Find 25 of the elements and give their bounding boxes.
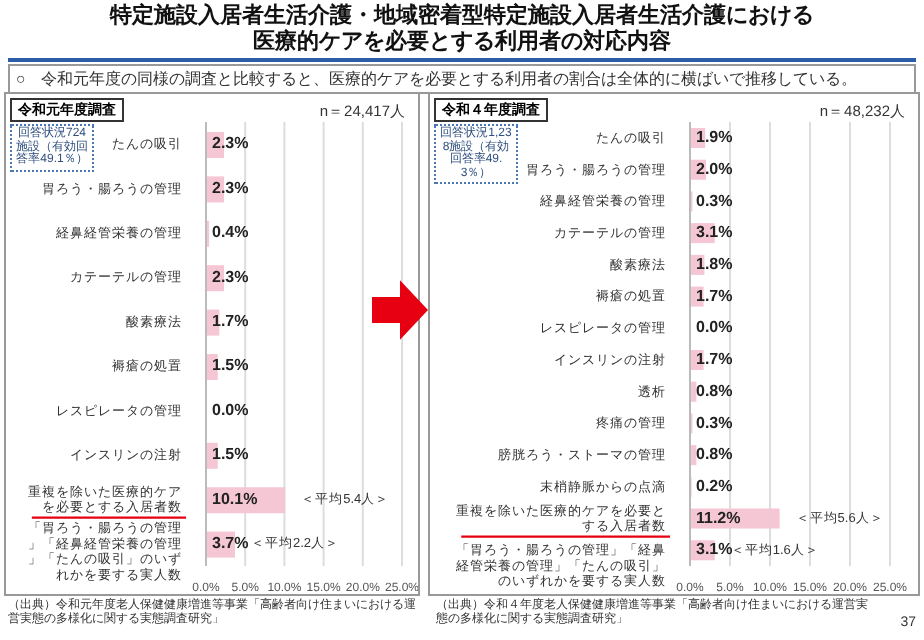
data-label: 3.1% [696, 223, 733, 242]
data-label: 0.0% [212, 400, 249, 419]
data-label: 0.4% [212, 223, 249, 242]
data-label: 0.2% [696, 476, 733, 495]
data-label: 2.3% [212, 134, 249, 153]
data-label: 0.3% [696, 191, 733, 210]
data-label: 11.2% [696, 508, 741, 527]
data-label: 1.7% [212, 312, 249, 331]
data-label: 10.1% [212, 489, 258, 508]
data-label: 2.3% [212, 178, 249, 197]
data-label: 3.7% [212, 534, 249, 553]
data-label: 1.5% [212, 356, 249, 375]
data-label: 0.3% [696, 413, 733, 432]
data-label: 0.0% [696, 318, 733, 337]
data-label: 2.0% [696, 159, 733, 178]
data-label: 0.8% [696, 445, 733, 464]
data-label: 0.8% [696, 381, 733, 400]
text: 特定施設入居者生活介護・地域密着型特定施設入居者生活介護における医療的ケアを必要とする利用者の対応内容 [107, 4, 816, 55]
data-label: 1.7% [696, 350, 733, 369]
data-label: 1.5% [212, 445, 249, 464]
data-label: 3.1% [696, 540, 733, 559]
data-label: 1.7% [696, 286, 733, 305]
data-label: 2.3% [212, 267, 249, 286]
data-label: 1.8% [696, 254, 733, 273]
data-label: 1.9% [696, 128, 733, 147]
